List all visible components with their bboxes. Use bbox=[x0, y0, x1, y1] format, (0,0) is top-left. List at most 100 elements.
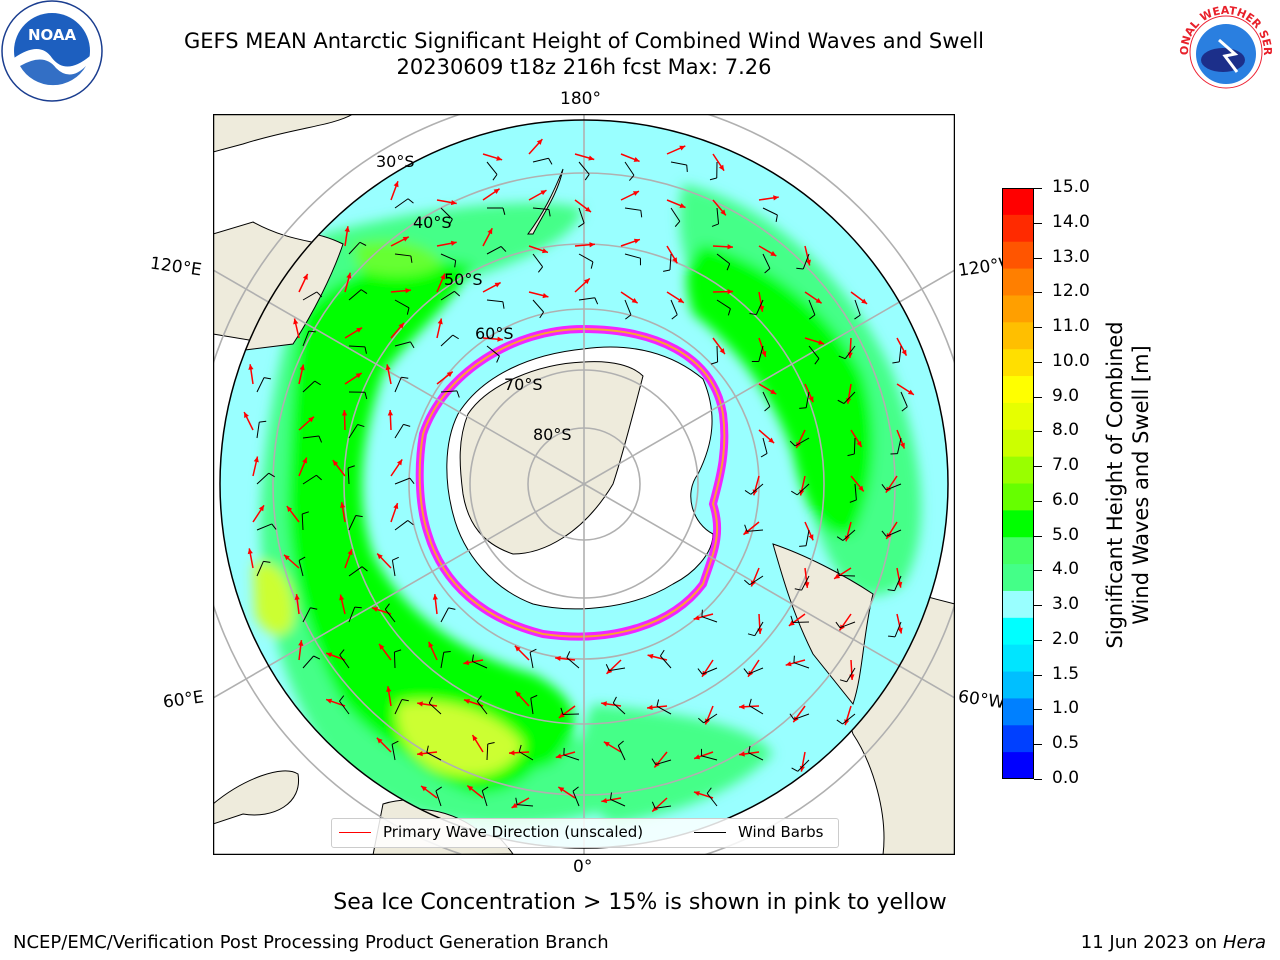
wind-barb bbox=[348, 424, 365, 439]
map-svg bbox=[193, 93, 975, 875]
wind-barb bbox=[532, 207, 551, 217]
wind-barb bbox=[440, 651, 451, 669]
wave-direction-arrow bbox=[574, 242, 595, 248]
wave-direction-arrow bbox=[339, 594, 346, 615]
wave-direction-arrow bbox=[436, 371, 454, 385]
wind-barb bbox=[256, 472, 275, 485]
wave-direction-arrow bbox=[896, 567, 903, 588]
vector-overlay bbox=[243, 138, 915, 813]
wave-direction-arrow bbox=[528, 245, 549, 254]
wave-direction-arrow bbox=[620, 291, 639, 304]
wind-barb bbox=[339, 695, 350, 715]
lon-label-120e: 120°E bbox=[148, 253, 203, 281]
wave-direction-arrow bbox=[788, 613, 806, 627]
colorbar-tick-label: 0.0 bbox=[1052, 768, 1080, 788]
chart-title: GEFS MEAN Antarctic Significant Height o… bbox=[183, 29, 985, 53]
wave-direction-arrow bbox=[344, 548, 353, 569]
wind-barb bbox=[887, 575, 902, 592]
wind-barb bbox=[348, 566, 368, 577]
wind-barb bbox=[698, 713, 718, 724]
wind-barb bbox=[881, 529, 902, 537]
wind-barb bbox=[670, 207, 681, 227]
wind-barb bbox=[348, 606, 362, 623]
colorbar-tick-mark bbox=[1034, 257, 1042, 259]
colorbar-tick-label: 5.0 bbox=[1052, 524, 1080, 545]
wave-direction-arrow bbox=[286, 505, 300, 523]
colorbar-tick-mark bbox=[1034, 535, 1042, 537]
wave-direction-arrow bbox=[666, 145, 686, 155]
wind-barb bbox=[560, 707, 580, 716]
wave-direction-arrow bbox=[252, 456, 259, 477]
wind-barb bbox=[748, 698, 764, 715]
wind-barb bbox=[394, 520, 414, 531]
colorbar-swatch bbox=[1002, 241, 1034, 270]
wind-barb bbox=[836, 713, 856, 725]
colorbar-tick-mark bbox=[1034, 396, 1042, 398]
wind-barb bbox=[749, 299, 764, 316]
wind-barb bbox=[762, 253, 771, 274]
wind-barb bbox=[393, 649, 402, 669]
wave-direction-arrow bbox=[666, 291, 685, 304]
legend-label-wind-barbs: Wind Barbs bbox=[738, 823, 824, 841]
wind-barb bbox=[839, 667, 856, 683]
wave-direction-arrow bbox=[758, 429, 775, 444]
colorbar-swatch bbox=[1002, 268, 1034, 296]
wind-barb bbox=[747, 621, 764, 637]
colorbar-swatch bbox=[1002, 349, 1034, 377]
colorbar-swatch bbox=[1002, 214, 1034, 243]
wind-barb bbox=[659, 649, 672, 669]
wave-direction-arrow bbox=[758, 383, 777, 395]
wind-barb bbox=[476, 695, 488, 715]
colorbar-tick-label: 0.5 bbox=[1052, 733, 1080, 754]
wave-direction-arrow bbox=[436, 240, 457, 247]
wind-barb bbox=[384, 603, 396, 623]
wave-direction-arrow bbox=[743, 521, 760, 536]
colorbar-swatch bbox=[1002, 564, 1034, 592]
wave-direction-arrow bbox=[651, 797, 668, 813]
wind-barb bbox=[799, 529, 810, 547]
wind-barb bbox=[348, 391, 368, 400]
wind-barb bbox=[256, 523, 277, 531]
wind-barb bbox=[716, 299, 731, 316]
noaa-logo-text: NOAA bbox=[28, 26, 77, 44]
wind-barb bbox=[789, 713, 810, 720]
colorbar-tick-mark bbox=[1034, 605, 1042, 607]
wind-barb bbox=[256, 560, 271, 577]
wave-direction-arrow bbox=[574, 153, 595, 161]
wind-barb bbox=[651, 758, 672, 766]
colorbar-swatch bbox=[1002, 671, 1034, 699]
colorbar-tick-label: 9.0 bbox=[1052, 385, 1080, 406]
wind-barb bbox=[624, 207, 643, 218]
wind-barb bbox=[529, 648, 537, 669]
lon-label-180: 180° bbox=[560, 89, 601, 109]
lat-label-30s: 30°S bbox=[376, 152, 415, 171]
chart-subtitle: 20230609 t18z 216h fcst Max: 7.26 bbox=[396, 55, 772, 79]
wave-direction-arrow bbox=[514, 690, 530, 707]
wind-barb bbox=[440, 207, 453, 226]
wind-barb bbox=[348, 345, 367, 354]
wind-barb bbox=[302, 435, 323, 443]
wind-barb bbox=[298, 556, 306, 577]
wave-direction-arrow bbox=[844, 705, 852, 726]
wind-barb bbox=[791, 483, 810, 496]
wind-barb bbox=[486, 741, 495, 761]
wind-barb bbox=[572, 786, 580, 807]
wave-direction-arrow bbox=[298, 364, 305, 385]
wave-direction-arrow bbox=[785, 659, 806, 667]
legend-item-wind-barbs: Wind Barbs bbox=[694, 823, 823, 841]
wind-barb bbox=[794, 575, 810, 591]
wave-direction-arrow bbox=[332, 459, 346, 477]
colorbar-frame bbox=[1002, 188, 1034, 779]
wave-direction-arrow bbox=[390, 502, 399, 523]
wind-barb bbox=[481, 786, 489, 807]
wind-barb bbox=[486, 207, 506, 215]
wave-direction-arrow bbox=[294, 594, 300, 615]
wind-barb bbox=[624, 299, 632, 320]
wind-barb bbox=[663, 253, 672, 272]
wave-direction-arrow bbox=[620, 190, 640, 201]
colorbar-tick-mark bbox=[1034, 639, 1042, 641]
wind-barb bbox=[808, 299, 816, 320]
wave-direction-arrow bbox=[833, 567, 852, 580]
wind-barb bbox=[900, 391, 908, 412]
wave-direction-arrow bbox=[712, 153, 725, 172]
